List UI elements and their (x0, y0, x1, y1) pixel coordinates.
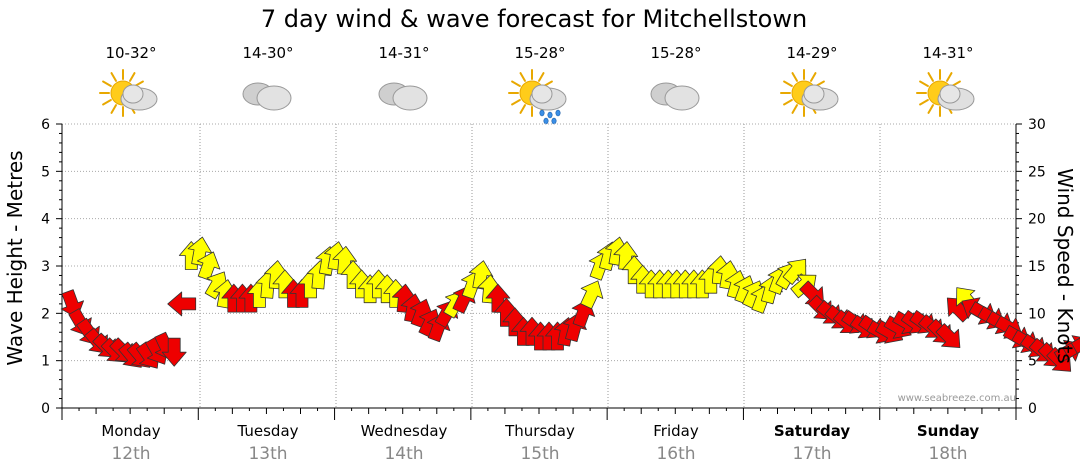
temperature-row: 10-32° 14-30° 14-31° 15-28° 15-28° 14-29° 14-3… (105, 44, 973, 62)
y-tick-label-right: 0 (1028, 401, 1037, 417)
sun-cloud-icon (99, 69, 158, 117)
wind-arrow (167, 291, 197, 317)
temperature-range-label: 15-28° (514, 44, 565, 62)
wind-arrow (782, 258, 807, 285)
cloud-icon (650, 82, 700, 111)
y-tick-label-left: 0 (41, 401, 50, 417)
y-tick-label-right: 25 (1028, 164, 1046, 180)
cloud-icon (378, 82, 428, 111)
temperature-range-label: 15-28° (650, 44, 701, 62)
temperature-range-label: 14-30° (242, 44, 293, 62)
temperature-range-label: 14-31° (922, 44, 973, 62)
day-date-label: 17th (792, 444, 831, 464)
grid (62, 123, 1016, 408)
sun-cloud-icon (780, 69, 839, 117)
wind-arrows (60, 236, 1080, 372)
day-date-label: 18th (928, 444, 967, 464)
day-name-label: Saturday (774, 422, 851, 440)
sun-cloud-icon (916, 69, 975, 117)
wind-arrow (161, 337, 187, 367)
cloud-icon (242, 82, 292, 111)
day-name-label: Tuesday (236, 422, 298, 440)
y-tick-label-left: 4 (41, 212, 50, 228)
temperature-range-label: 10-32° (105, 44, 156, 62)
chart-title: 7 day wind & wave forecast for Mitchells… (261, 5, 807, 33)
wind-arrow (935, 323, 961, 349)
day-name-label: Wednesday (361, 422, 448, 440)
sun-rain-icon (508, 69, 567, 125)
day-date-label: 16th (656, 444, 695, 464)
y-tick-label-right: 20 (1028, 212, 1046, 228)
credit-text: www.seabreeze.com.au (898, 393, 1016, 404)
day-name-label: Monday (101, 422, 160, 440)
y-tick-label-left: 6 (41, 117, 50, 133)
y-tick-label-left: 1 (41, 354, 50, 370)
day-name-label: Friday (653, 422, 699, 440)
y-tick-label-right: 30 (1028, 117, 1046, 133)
y-tick-label-right: 10 (1028, 306, 1046, 322)
day-name-label: Sunday (917, 422, 980, 440)
day-date-label: 12th (111, 444, 150, 464)
day-name-label: Thursday (504, 422, 575, 440)
y-tick-label-left: 3 (41, 259, 50, 275)
weather-icon-row (99, 69, 975, 125)
axes: 0 1 2 3 4 5 6 0 5 10 15 20 25 30 (41, 117, 1046, 420)
wind-arrow (1070, 330, 1080, 354)
day-date-label: 14th (384, 444, 423, 464)
day-labels: Monday 12th Tuesday 13th Wednesday 14th Thursd… (101, 422, 979, 464)
day-date-label: 15th (520, 444, 559, 464)
y-axis-label-right: Wind Speed - Knots (1053, 168, 1077, 364)
temperature-range-label: 14-31° (378, 44, 429, 62)
y-tick-label-left: 2 (41, 306, 50, 322)
y-axis-label-left: Wave Height - Metres (3, 150, 27, 365)
wind-arrow (580, 280, 604, 310)
y-tick-label-right: 15 (1028, 259, 1046, 275)
temperature-range-label: 14-29° (786, 44, 837, 62)
day-date-label: 13th (248, 444, 287, 464)
y-tick-label-right: 5 (1028, 354, 1037, 370)
y-tick-label-left: 5 (41, 164, 50, 180)
